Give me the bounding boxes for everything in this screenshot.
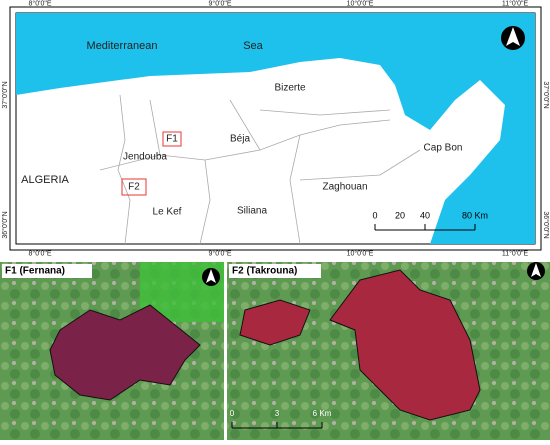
lat-label: 37°0'0"N	[542, 81, 550, 108]
place-label: Le Kef	[153, 207, 182, 218]
lat-label: 37°0'0"N	[1, 81, 9, 108]
lon-label: 8°0'0"E	[29, 249, 52, 257]
borders	[99, 94, 421, 245]
lon-label: 9°0'0"E	[209, 249, 232, 257]
place-labels: Mediterranean Sea Bizerte Béja Jendouba Cap B…	[21, 40, 488, 220]
f2-scale-bar	[231, 422, 323, 429]
lat-label: 36°0'0"N	[1, 211, 9, 238]
lon-label: 8°0'0"E	[29, 0, 52, 7]
place-label: ALGERIA	[21, 174, 69, 186]
lon-label: 10°0'0"E	[347, 0, 374, 7]
place-label: Mediterranean	[87, 40, 158, 52]
north-arrow	[501, 26, 525, 50]
scale-label: 20	[395, 210, 405, 220]
scale-label: 40	[420, 210, 430, 220]
place-label: F2	[128, 182, 140, 193]
place-label: Béja	[230, 134, 250, 145]
scale-label: 0	[372, 210, 377, 220]
f1-title: F1 (Fernana)	[5, 266, 65, 277]
scale-label: 80 Km	[462, 210, 488, 220]
scale-label: 6 Km	[313, 409, 332, 418]
lon-labels: 8°0'0"E 8°0'0"E 9°0'0"E 9°0'0"E 10°0'0"E 10°0…	[1, 0, 550, 257]
lon-label: 11°0'0"E	[502, 249, 529, 257]
f2-burn-2	[239, 299, 311, 346]
place-label: Bizerte	[274, 83, 306, 94]
f2-box	[121, 178, 147, 196]
lon-label: 10°0'0"E	[347, 249, 374, 257]
place-label: Sea	[243, 40, 263, 52]
scale-label: 3	[275, 409, 280, 418]
place-label: Cap Bon	[424, 143, 463, 154]
lon-label: 9°0'0"E	[209, 0, 232, 7]
lon-label: 11°0'0"E	[502, 0, 529, 7]
place-label: Jendouba	[123, 152, 167, 163]
f2-scale-labels: 0 3 6 Km	[230, 409, 332, 418]
place-label: Zaghouan	[322, 182, 367, 193]
f2-burn	[329, 269, 481, 421]
sea	[16, 13, 535, 244]
scale-bar	[374, 224, 476, 231]
f2-title-bg	[229, 264, 321, 278]
f2-title: F2 (Takrouna)	[232, 266, 297, 277]
scale-label: 0	[230, 409, 235, 418]
f1-box	[162, 131, 182, 147]
place-label: F1	[166, 134, 178, 145]
lat-label: 36°0'0"N	[542, 211, 550, 238]
north-arrow	[202, 262, 545, 286]
place-label: Siliana	[237, 206, 267, 217]
f1-title-bg	[2, 264, 92, 278]
f1-burn	[49, 304, 201, 401]
